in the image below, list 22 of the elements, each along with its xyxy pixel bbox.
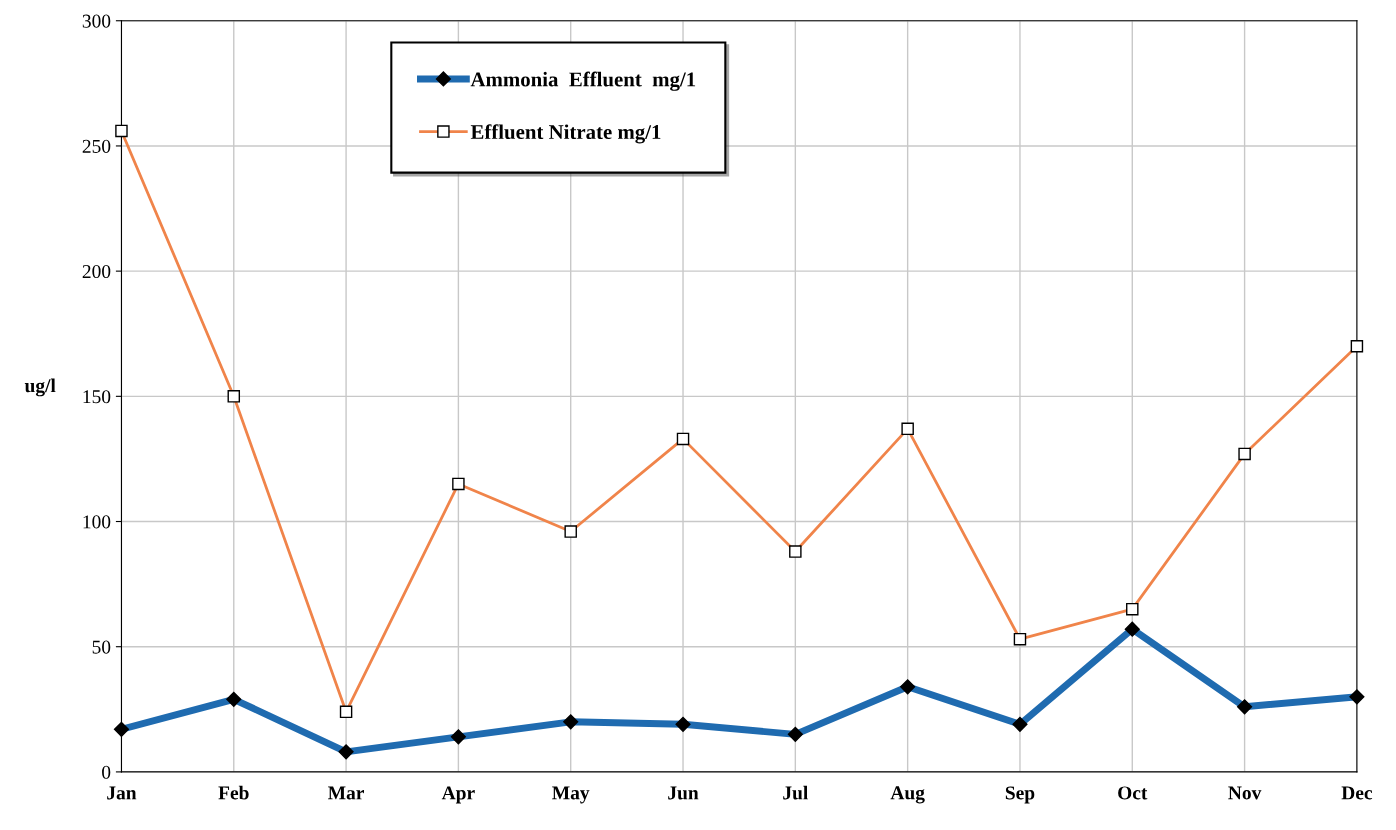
legend-label: Effluent Nitrate mg/1 <box>470 124 661 144</box>
x-tick-label: Nov <box>1228 786 1262 800</box>
x-tick-label: Aug <box>890 786 925 804</box>
y-axis-title: ug/l <box>24 378 56 397</box>
y-tick-label: 50 <box>92 640 111 654</box>
y-tick-label: 300 <box>82 14 111 28</box>
x-tick-label: Jun <box>668 786 699 800</box>
y-tick-label: 200 <box>82 264 111 279</box>
x-tick-label: Apr <box>441 786 475 804</box>
x-tick-label: Dec <box>1341 786 1373 800</box>
x-tick-label: Feb <box>218 785 249 800</box>
x-tick-label: Sep <box>1005 786 1035 804</box>
legend-label: Ammonia Effluent mg/1 <box>470 71 696 91</box>
y-tick-label: 0 <box>102 765 111 779</box>
x-tick-label: Oct <box>1118 786 1148 800</box>
x-tick-label: Jan <box>107 786 137 800</box>
x-tick-label: Mar <box>328 786 365 800</box>
y-tick-label: 250 <box>82 139 111 153</box>
y-tick-label: 150 <box>83 390 111 404</box>
x-tick-label: May <box>552 786 590 804</box>
x-tick-label: Jul <box>783 785 808 800</box>
y-tick-label: 100 <box>83 515 111 529</box>
